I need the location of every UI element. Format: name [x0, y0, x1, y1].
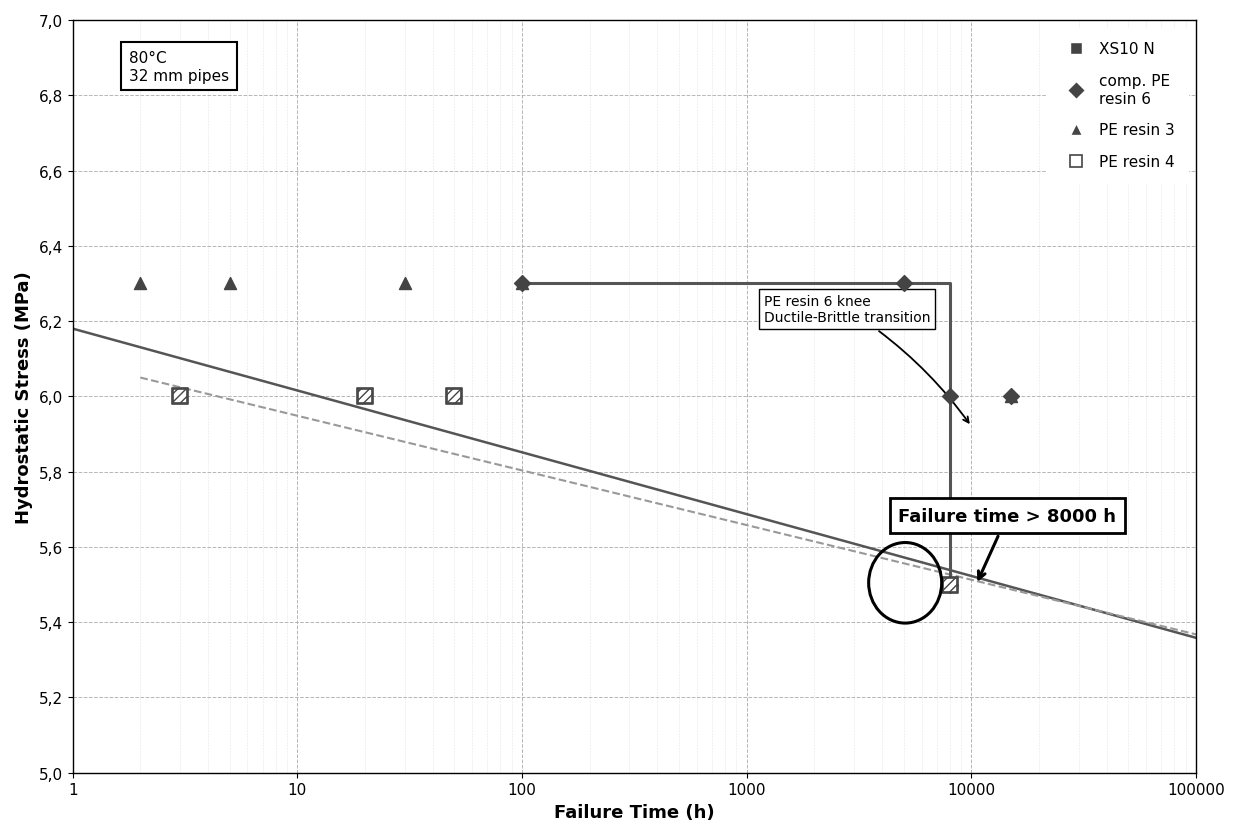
X-axis label: Failure Time (h): Failure Time (h)	[554, 803, 714, 821]
Text: 80°C
32 mm pipes: 80°C 32 mm pipes	[129, 51, 229, 84]
Text: Failure time > 8000 h: Failure time > 8000 h	[899, 507, 1116, 579]
Point	[512, 278, 532, 291]
Point	[219, 278, 239, 291]
Point	[1001, 390, 1021, 404]
Point	[940, 390, 960, 404]
Point	[940, 579, 960, 592]
Point	[394, 278, 414, 291]
Point	[355, 390, 374, 404]
Legend: XS10 N, comp. PE
resin 6, PE resin 3, PE resin 4: XS10 N, comp. PE resin 6, PE resin 3, PE…	[1047, 28, 1188, 184]
Point	[1001, 390, 1021, 404]
Point	[444, 390, 464, 404]
Bar	[942, 578, 957, 592]
Point	[170, 390, 190, 404]
Point	[894, 278, 914, 291]
Y-axis label: Hydrostatic Stress (MPa): Hydrostatic Stress (MPa)	[15, 271, 33, 523]
Bar	[358, 390, 372, 404]
Point	[130, 278, 150, 291]
Point	[940, 579, 960, 592]
Text: PE resin 6 knee
Ductile-Brittle transition: PE resin 6 knee Ductile-Brittle transiti…	[764, 294, 968, 423]
Point	[512, 278, 532, 291]
Point	[940, 579, 960, 592]
Point	[355, 390, 374, 404]
Point	[170, 390, 190, 404]
Bar	[172, 390, 187, 404]
Point	[444, 390, 464, 404]
Bar	[448, 390, 461, 404]
